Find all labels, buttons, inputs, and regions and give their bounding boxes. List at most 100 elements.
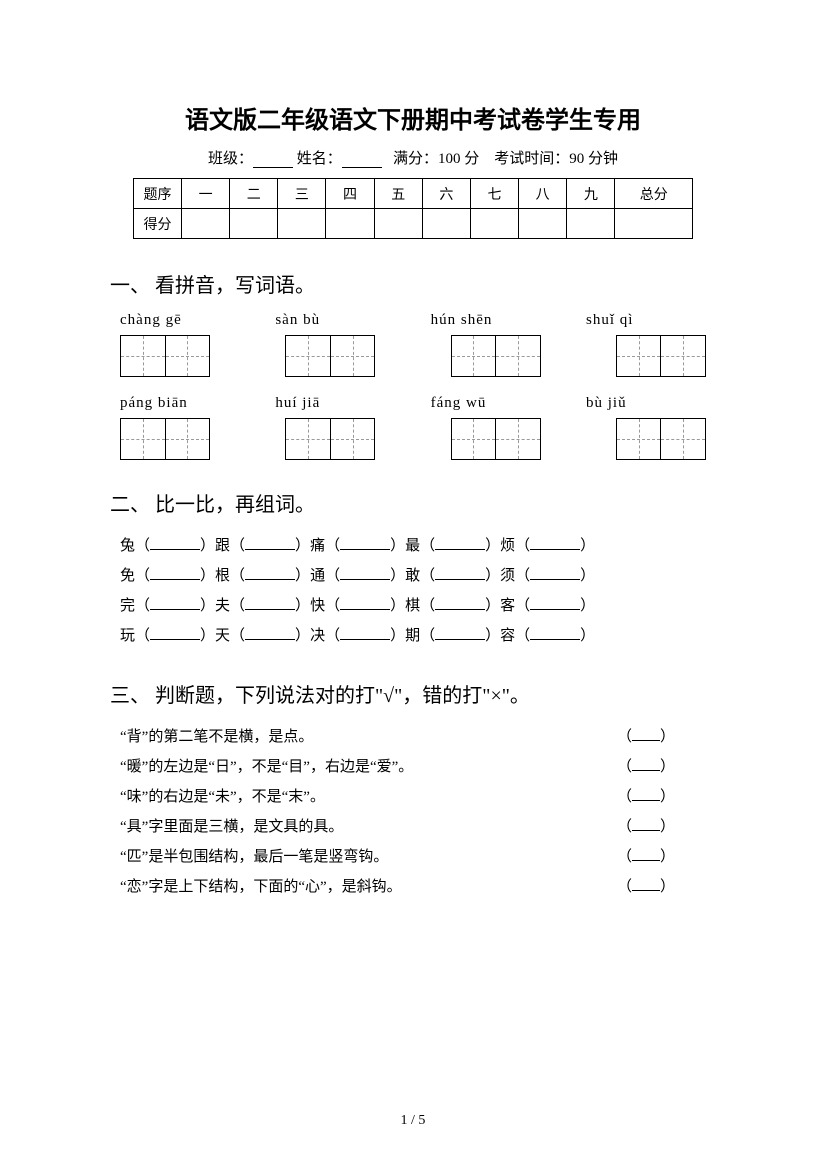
pinyin: huí jiā: [275, 395, 395, 412]
name-label: 姓名：: [297, 151, 342, 167]
section2-body: 兔（）跟（）痛（）最（）烦（）免（）根（）通（）敢（）须（）完（）夫（）快（）棋…: [110, 531, 716, 651]
fill-blank[interactable]: [530, 536, 580, 550]
judge-answer: （）: [617, 722, 675, 752]
score-cell[interactable]: [182, 209, 230, 239]
pinyin: fáng wū: [431, 395, 551, 412]
table-row: 得分: [134, 209, 693, 239]
th: 题序: [134, 179, 182, 209]
score-cell[interactable]: [230, 209, 278, 239]
section2-heading: 二、 比一比，再组词。: [110, 488, 716, 517]
fill-blank[interactable]: [245, 536, 295, 550]
fullscore-value: 100 分: [438, 151, 479, 167]
score-cell[interactable]: [374, 209, 422, 239]
pinyin: hún shēn: [431, 312, 551, 329]
fill-blank[interactable]: [530, 626, 580, 640]
pinyin-row: páng biān huí jiā fáng wū bù jiǔ: [120, 395, 706, 412]
box-row: [120, 335, 706, 377]
judge-line: “暖”的左边是“日”，不是“目”，右边是“爱”。 （）: [120, 752, 675, 782]
judge-line: “背”的第二笔不是横，是点。 （）: [120, 722, 675, 752]
fill-blank[interactable]: [530, 596, 580, 610]
pinyin: chàng gē: [120, 312, 240, 329]
judge-blank[interactable]: [632, 817, 660, 831]
pinyin: shuǐ qì: [586, 312, 706, 329]
score-cell[interactable]: [567, 209, 615, 239]
judge-text: “背”的第二笔不是横，是点。: [120, 722, 313, 752]
judge-blank[interactable]: [632, 877, 660, 891]
th: 总分: [615, 179, 693, 209]
fill-blank[interactable]: [435, 626, 485, 640]
judge-answer: （）: [617, 842, 675, 872]
class-label: 班级：: [208, 151, 253, 167]
compare-line: 完（）夫（）快（）棋（）客（）: [120, 591, 716, 621]
class-blank[interactable]: [253, 153, 293, 168]
fill-blank[interactable]: [435, 536, 485, 550]
info-line: 班级： 姓名： 满分：100 分 考试时间：90 分钟: [110, 147, 716, 168]
page-title: 语文版二年级语文下册期中考试卷学生专用: [110, 100, 716, 135]
write-box[interactable]: [616, 418, 706, 460]
row-label: 得分: [134, 209, 182, 239]
fill-blank[interactable]: [340, 596, 390, 610]
score-cell[interactable]: [519, 209, 567, 239]
judge-blank[interactable]: [632, 727, 660, 741]
write-box[interactable]: [451, 418, 541, 460]
score-cell[interactable]: [470, 209, 518, 239]
judge-line: “具”字里面是三横，是文具的具。 （）: [120, 812, 675, 842]
fill-blank[interactable]: [150, 536, 200, 550]
fill-blank[interactable]: [150, 626, 200, 640]
fill-blank[interactable]: [340, 626, 390, 640]
pinyin: bù jiǔ: [586, 395, 706, 412]
th: 四: [326, 179, 374, 209]
pinyin: páng biān: [120, 395, 240, 412]
judge-line: “味”的右边是“未”，不是“末”。（）: [120, 782, 675, 812]
section1-heading: 一、 看拼音，写词语。: [110, 269, 716, 298]
name-blank[interactable]: [342, 153, 382, 168]
score-cell[interactable]: [422, 209, 470, 239]
pinyin: sàn bù: [275, 312, 395, 329]
write-box[interactable]: [120, 418, 210, 460]
judge-answer: （）: [617, 872, 675, 902]
judge-blank[interactable]: [632, 757, 660, 771]
fill-blank[interactable]: [245, 626, 295, 640]
fill-blank[interactable]: [150, 566, 200, 580]
time-label: 考试时间：: [494, 151, 569, 167]
score-cell[interactable]: [326, 209, 374, 239]
fill-blank[interactable]: [245, 566, 295, 580]
write-box[interactable]: [285, 418, 375, 460]
judge-text: “具”字里面是三横，是文具的具。: [120, 812, 343, 842]
fill-blank[interactable]: [530, 566, 580, 580]
fullscore-label: 满分：: [393, 151, 438, 167]
judge-blank[interactable]: [632, 787, 660, 801]
time-value: 90 分钟: [569, 151, 618, 167]
judge-answer: （）: [617, 812, 675, 842]
th: 九: [567, 179, 615, 209]
th: 八: [519, 179, 567, 209]
judge-answer: （）: [617, 752, 675, 782]
fill-blank[interactable]: [435, 596, 485, 610]
score-table: 题序 一 二 三 四 五 六 七 八 九 总分 得分: [133, 178, 693, 239]
judge-blank[interactable]: [632, 847, 660, 861]
score-cell[interactable]: [615, 209, 693, 239]
score-cell[interactable]: [278, 209, 326, 239]
th: 六: [422, 179, 470, 209]
th: 三: [278, 179, 326, 209]
fill-blank[interactable]: [245, 596, 295, 610]
section3-heading: 三、 判断题，下列说法对的打"√"，错的打"×"。: [110, 679, 716, 708]
page-number: 1 / 5: [0, 1113, 826, 1129]
fill-blank[interactable]: [150, 596, 200, 610]
compare-line: 玩（）天（）决（）期（）容（）: [120, 621, 716, 651]
th: 七: [470, 179, 518, 209]
fill-blank[interactable]: [435, 566, 485, 580]
write-box[interactable]: [451, 335, 541, 377]
write-box[interactable]: [120, 335, 210, 377]
write-box[interactable]: [285, 335, 375, 377]
fill-blank[interactable]: [340, 566, 390, 580]
table-row: 题序 一 二 三 四 五 六 七 八 九 总分: [134, 179, 693, 209]
judge-line: “匹”是半包围结构，最后一笔是竖弯钩。 （）: [120, 842, 675, 872]
th: 五: [374, 179, 422, 209]
th: 二: [230, 179, 278, 209]
write-box[interactable]: [616, 335, 706, 377]
fill-blank[interactable]: [340, 536, 390, 550]
th: 一: [182, 179, 230, 209]
judge-text: “暖”的左边是“日”，不是“目”，右边是“爱”。: [120, 752, 413, 782]
judge-text: “匹”是半包围结构，最后一笔是竖弯钩。: [120, 842, 388, 872]
